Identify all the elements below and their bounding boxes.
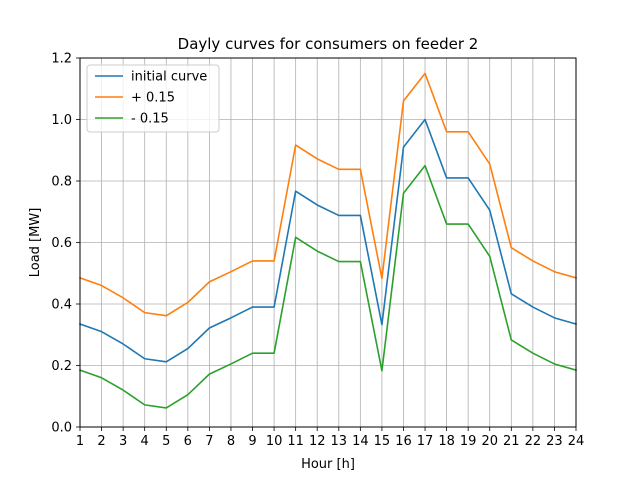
x-tick-label: 7 xyxy=(205,434,213,449)
x-tick-label: 23 xyxy=(546,434,563,449)
x-tick-label: 5 xyxy=(162,434,170,449)
x-tick-label: 9 xyxy=(248,434,256,449)
y-tick-label: 0.8 xyxy=(51,175,72,190)
chart-title: Dayly curves for consumers on feeder 2 xyxy=(178,35,479,53)
y-axis-ticks: 0.0 0.2 0.4 0.6 0.8 1.0 1.2 xyxy=(51,52,80,436)
series-lines xyxy=(78,72,577,409)
y-axis-label: Load [MW] xyxy=(28,208,43,278)
x-tick-label: 15 xyxy=(374,434,391,449)
x-tick-label: 21 xyxy=(503,434,520,449)
x-tick-label: 19 xyxy=(460,434,477,449)
x-axis-ticks: 1 2 3 4 5 6 7 8 9 10 11 12 13 14 15 16 17 18 19 20 21 22 23 24 xyxy=(76,427,584,449)
x-tick-label: 2 xyxy=(97,434,105,449)
y-tick-label: 0.4 xyxy=(51,298,72,313)
x-tick-label: 20 xyxy=(481,434,498,449)
y-tick-label: 0.2 xyxy=(51,359,72,374)
x-tick-label: 12 xyxy=(309,434,326,449)
x-tick-label: 11 xyxy=(287,434,304,449)
y-tick-label: 1.2 xyxy=(51,52,72,67)
series-line-initial-curve xyxy=(78,118,577,363)
series-line-0-15 xyxy=(78,72,577,317)
y-tick-label: 0.0 xyxy=(51,421,72,436)
x-tick-label: 18 xyxy=(438,434,455,449)
x-tick-label: 24 xyxy=(568,434,585,449)
x-tick-label: 13 xyxy=(331,434,348,449)
legend-label: - 0.15 xyxy=(131,112,169,127)
x-tick-label: 22 xyxy=(525,434,542,449)
legend-label: initial curve xyxy=(131,70,207,85)
y-tick-label: 1.0 xyxy=(51,113,72,128)
x-tick-label: 8 xyxy=(227,434,235,449)
legend: initial curve + 0.15 - 0.15 xyxy=(86,64,220,133)
legend-box xyxy=(86,64,220,133)
x-axis-label: Hour [h] xyxy=(301,457,355,472)
x-tick-label: 6 xyxy=(184,434,192,449)
x-tick-label: 17 xyxy=(417,434,434,449)
x-tick-label: 3 xyxy=(119,434,127,449)
legend-label: + 0.15 xyxy=(131,91,175,106)
x-tick-label: 4 xyxy=(141,434,149,449)
y-tick-label: 0.6 xyxy=(51,236,72,251)
x-tick-label: 14 xyxy=(352,434,369,449)
x-tick-label: 10 xyxy=(266,434,283,449)
series-line-0-15 xyxy=(78,164,577,409)
x-tick-label: 1 xyxy=(76,434,84,449)
x-tick-label: 16 xyxy=(395,434,412,449)
